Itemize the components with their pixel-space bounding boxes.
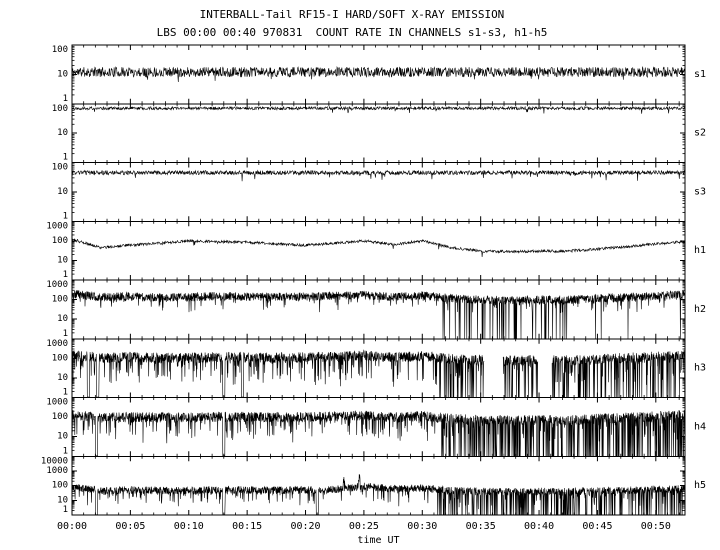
y-tick-label: 10: [57, 255, 68, 265]
y-tick-label: 1000: [46, 280, 68, 290]
x-tick-label: 00:00: [57, 521, 87, 532]
x-tick-label: 00:10: [174, 521, 204, 532]
series-s3: [71, 169, 686, 182]
y-tick-label: 100: [52, 45, 68, 55]
y-tick-label: 1: [63, 153, 68, 163]
y-tick-label: 10: [57, 495, 68, 505]
panel-label-h2: h2: [694, 304, 706, 315]
y-tick-label: 100: [52, 236, 68, 246]
x-tick-label: 00:05: [115, 521, 145, 532]
y-tick-label: 10: [57, 373, 68, 383]
panel-label-s1: s1: [694, 69, 706, 80]
y-tick-label: 100: [52, 163, 68, 173]
panel-label-h4: h4: [694, 421, 706, 432]
y-tick-label: 10: [57, 314, 68, 324]
y-tick-label: 1: [63, 505, 68, 515]
series-h4: [71, 410, 686, 457]
y-tick-label: 10: [57, 432, 68, 442]
y-tick-label: 1: [63, 270, 68, 280]
panel-label-h5: h5: [694, 480, 706, 491]
y-tick-label: 100: [52, 295, 68, 305]
y-tick-label: 1000: [46, 466, 68, 476]
panel-s2: 1 10 100 s2: [52, 103, 706, 163]
x-tick-label: 00:30: [407, 521, 437, 532]
y-tick-label: 1: [63, 211, 68, 221]
x-tick-label: 00:15: [232, 521, 262, 532]
y-tick-label: 1: [63, 388, 68, 398]
plot-title: INTERBALL-Tail RF15-I HARD/SOFT X-RAY EM…: [199, 8, 505, 21]
x-axis-title: time UT: [357, 535, 399, 546]
series-h2: [71, 290, 686, 339]
y-tick-label: 10: [57, 128, 68, 138]
y-tick-label: 1000: [46, 221, 68, 231]
panel-h1: 1 10 100 1000 h1: [46, 220, 706, 281]
panel-label-h1: h1: [694, 245, 706, 256]
plot-subtitle: LBS 00:00 00:40 970831 COUNT RATE IN CHA…: [156, 26, 548, 39]
x-tick-label: 00:40: [524, 521, 554, 532]
x-tick-label: 00:20: [290, 521, 320, 532]
series-h3: [71, 349, 686, 398]
y-tick-label: 1: [63, 446, 68, 456]
y-tick-label: 10: [57, 187, 68, 197]
x-tick-label: 00:35: [466, 521, 496, 532]
panel-label-s2: s2: [694, 128, 706, 139]
y-tick-label: 100: [52, 481, 68, 491]
panel-label-s3: s3: [694, 186, 706, 197]
panel-label-h3: h3: [694, 363, 706, 374]
panel-s3: 1 10 100 s3: [52, 162, 706, 222]
y-tick-label: 100: [52, 104, 68, 114]
panel-h3: 1 10 100 1000 h3: [46, 338, 706, 398]
y-tick-label: 100: [52, 353, 68, 363]
series-h5: [71, 474, 686, 516]
x-tick-label: 00:50: [641, 521, 671, 532]
series-h1: [71, 238, 686, 258]
panel-frame: [71, 103, 686, 163]
x-axis: 00:00 00:05 00:10 00:15 00:20 00:25 00:30 00:35…: [57, 521, 671, 546]
panel-frame: [71, 279, 686, 340]
y-tick-label: 100: [52, 412, 68, 422]
y-tick-label: 1000: [46, 398, 68, 408]
panel-frame: [71, 220, 686, 281]
panel-h2: 1 10 100 1000 h2: [46, 279, 706, 340]
y-tick-label: 1: [63, 94, 68, 104]
y-tick-label: 1: [63, 329, 68, 339]
x-tick-label: 00:45: [582, 521, 612, 532]
y-tick-label: 10: [57, 69, 68, 79]
series-s1: [71, 65, 686, 83]
panel-frame: [71, 338, 686, 398]
panel-h4: 1 10 100 1000 h4: [46, 397, 706, 457]
series-s2: [71, 105, 686, 114]
panel-s1: 1 10 100 s1: [52, 44, 706, 105]
x-tick-label: 00:25: [349, 521, 379, 532]
y-tick-label: 10000: [41, 456, 68, 466]
y-tick-label: 1000: [46, 339, 68, 349]
